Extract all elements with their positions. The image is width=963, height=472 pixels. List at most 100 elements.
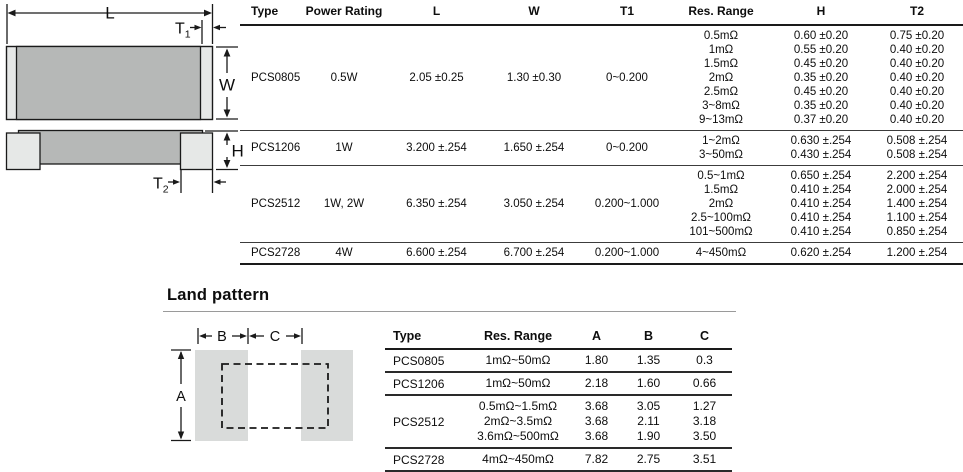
t2-label: T2 xyxy=(153,176,169,196)
variant-res-range: 0.5~1mΩ xyxy=(697,170,745,182)
variant-t2: 0.508 ±.254 xyxy=(886,135,948,147)
cell-l: 3.200 ±.254 xyxy=(388,130,485,166)
variant-h: 0.410 ±.254 xyxy=(790,212,852,224)
variant-res-range: 1.5mΩ xyxy=(703,184,739,196)
land-dimension-arrowheads xyxy=(177,333,301,440)
variant-a: 7.82 xyxy=(584,452,609,466)
pad-width-label: B xyxy=(217,329,227,345)
cell-h-stack: 0.620 ±.254 xyxy=(771,242,871,265)
cell-b-stack: 2.75 xyxy=(620,447,677,472)
cell-a-stack: 7.82 xyxy=(573,447,620,472)
chip-top-view xyxy=(5,45,214,121)
variant-t2: 2.000 ±.254 xyxy=(886,184,948,196)
cell-t2-stack: 2.200 ±.254 2.000 ±.254 1.400 ±.254 1.100 ±… xyxy=(871,165,963,243)
cell-res-range-stack: 1mΩ~50mΩ xyxy=(463,371,573,395)
land-table-body: PCS0805 1mΩ~50mΩ 1.80 1.35 0.3 PCS1206 1mΩ~50m… xyxy=(385,349,732,472)
dimensions-table-header: Type Power Rating L W T1 Res. Range H T2 xyxy=(240,0,963,26)
land-row-PCS2728: PCS2728 4mΩ~450mΩ 7.82 2.75 3.51 xyxy=(385,447,732,472)
variant-h: 0.410 ±.254 xyxy=(790,198,852,210)
land-table-header: Type Res. Range A B C xyxy=(385,325,732,350)
dim-row-PCS0805: PCS0805 0.5W 2.05 ±0.25 1.30 ±0.30 0~0.200 0.… xyxy=(240,25,963,131)
variant-res-range: 0.5mΩ~1.5mΩ xyxy=(478,399,558,413)
variant-b: 2.11 xyxy=(637,414,660,428)
cell-l: 2.05 ±0.25 xyxy=(409,72,464,84)
variant-t2: 0.40 ±0.20 xyxy=(889,58,945,70)
cell-c-stack: 3.51 xyxy=(677,447,732,472)
cell-t1: 0.200~1.000 xyxy=(583,242,671,265)
pad-height-label: A xyxy=(176,389,186,405)
variant-res-range: 4~450mΩ xyxy=(695,247,747,259)
variant-h: 0.45 ±0.20 xyxy=(793,86,849,98)
cell-a-stack: 1.80 xyxy=(573,349,620,372)
cell-w: 6.700 ±.254 xyxy=(485,242,583,265)
dim-row-PCS2512: PCS2512 1W, 2W 6.350 ±.254 3.050 ±.254 0.200… xyxy=(240,165,963,243)
variant-t2: 0.40 ±0.20 xyxy=(889,100,945,112)
dim-header-l: L xyxy=(388,0,485,26)
width-label: W xyxy=(219,76,235,95)
length-label: L xyxy=(105,4,114,23)
dimension-arrowheads xyxy=(7,9,231,185)
variant-h: 0.35 ±0.20 xyxy=(793,100,849,112)
variant-h: 0.35 ±0.20 xyxy=(793,72,849,84)
land-header-a: A xyxy=(573,325,620,350)
cell-b-stack: 1.35 xyxy=(620,349,677,372)
variant-res-range: 2.5~100mΩ xyxy=(690,212,752,224)
land-row-PCS0805: PCS0805 1mΩ~50mΩ 1.80 1.35 0.3 xyxy=(385,349,732,372)
cell-l: 6.600 ±.254 xyxy=(388,242,485,265)
variant-res-range: 2mΩ~3.5mΩ xyxy=(483,414,553,428)
variant-t2: 1.100 ±.254 xyxy=(886,212,948,224)
variant-t2: 0.40 ±0.20 xyxy=(889,86,945,98)
variant-b: 1.35 xyxy=(636,353,661,367)
cell-w: 1.30 ±0.30 xyxy=(506,72,562,84)
left-terminal xyxy=(5,132,41,171)
variant-a: 2.18 xyxy=(584,376,609,390)
cell-type: PCS2728 xyxy=(240,242,300,265)
dim-header-res-range: Res. Range xyxy=(671,0,771,26)
cell-w: 1.650 ±.254 xyxy=(485,130,583,166)
variant-t2: 0.508 ±.254 xyxy=(886,149,948,161)
variant-h: 0.55 ±0.20 xyxy=(793,44,849,56)
cell-type: PCS1206 xyxy=(240,130,300,166)
chip-body-top xyxy=(15,45,202,121)
gap-label: C xyxy=(270,329,280,345)
variant-a: 1.80 xyxy=(584,353,609,367)
land-row-PCS1206: PCS1206 1mΩ~50mΩ 2.18 1.60 0.66 xyxy=(385,371,732,395)
land-header-b: B xyxy=(620,325,677,350)
cell-res-range-stack: 1mΩ~50mΩ xyxy=(463,349,573,372)
variant-h: 0.410 ±.254 xyxy=(790,184,852,196)
cell-c-stack: 0.3 xyxy=(677,349,732,372)
dim-header-t1: T1 xyxy=(583,0,671,26)
variant-res-range: 1mΩ~50mΩ xyxy=(485,353,551,367)
cell-t1: 0~0.200 xyxy=(606,72,648,84)
cell-a-stack: 2.18 xyxy=(573,371,620,395)
variant-res-range: 3~50mΩ xyxy=(698,149,744,161)
variant-t2: 2.200 ±.254 xyxy=(886,170,948,182)
variant-res-range: 3.6mΩ~500mΩ xyxy=(477,429,559,443)
cell-t2-stack: 0.508 ±.254 0.508 ±.254 xyxy=(871,130,963,166)
cell-res-range-stack: 1~2mΩ 3~50mΩ xyxy=(671,130,771,166)
right-terminal xyxy=(179,132,214,171)
land-pattern-diagram: B C A xyxy=(171,328,353,442)
dim-header-w: W xyxy=(485,0,583,26)
chip-dimension-diagram: L T1 W H T2 xyxy=(5,4,244,196)
cell-type: PCS0805 xyxy=(251,72,301,84)
variant-t2: 0.40 ±0.20 xyxy=(889,72,945,84)
right-pad xyxy=(301,350,353,441)
variant-t2: 1.200 ±.254 xyxy=(886,247,948,259)
dim-header-t2: T2 xyxy=(871,0,963,26)
variant-c: 3.51 xyxy=(692,452,717,466)
cell-power-rating: 1W, 2W xyxy=(300,165,388,243)
dim-header-type: Type xyxy=(240,0,300,26)
dimensions-table-wrap: Type Power Rating L W T1 Res. Range H T2… xyxy=(240,0,963,265)
variant-c: 0.66 xyxy=(692,376,717,390)
variant-h: 0.630 ±.254 xyxy=(790,135,852,147)
variant-res-range: 2mΩ xyxy=(708,72,734,84)
variant-a: 3.68 xyxy=(584,399,609,413)
cell-h-stack: 0.60 ±0.20 0.55 ±0.20 0.45 ±0.20 0.35 ±0.20… xyxy=(771,25,871,131)
land-pattern-table: Type Res. Range A B C PCS0805 1mΩ~50mΩ 1.8… xyxy=(385,325,732,472)
cell-res-range-stack: 4mΩ~450mΩ xyxy=(463,447,573,472)
cell-t2-stack: 0.75 ±0.20 0.40 ±0.20 0.40 ±0.20 0.40 ±0.20… xyxy=(871,25,963,131)
cell-type: PCS2512 xyxy=(240,165,300,243)
land-header-c: C xyxy=(677,325,732,350)
